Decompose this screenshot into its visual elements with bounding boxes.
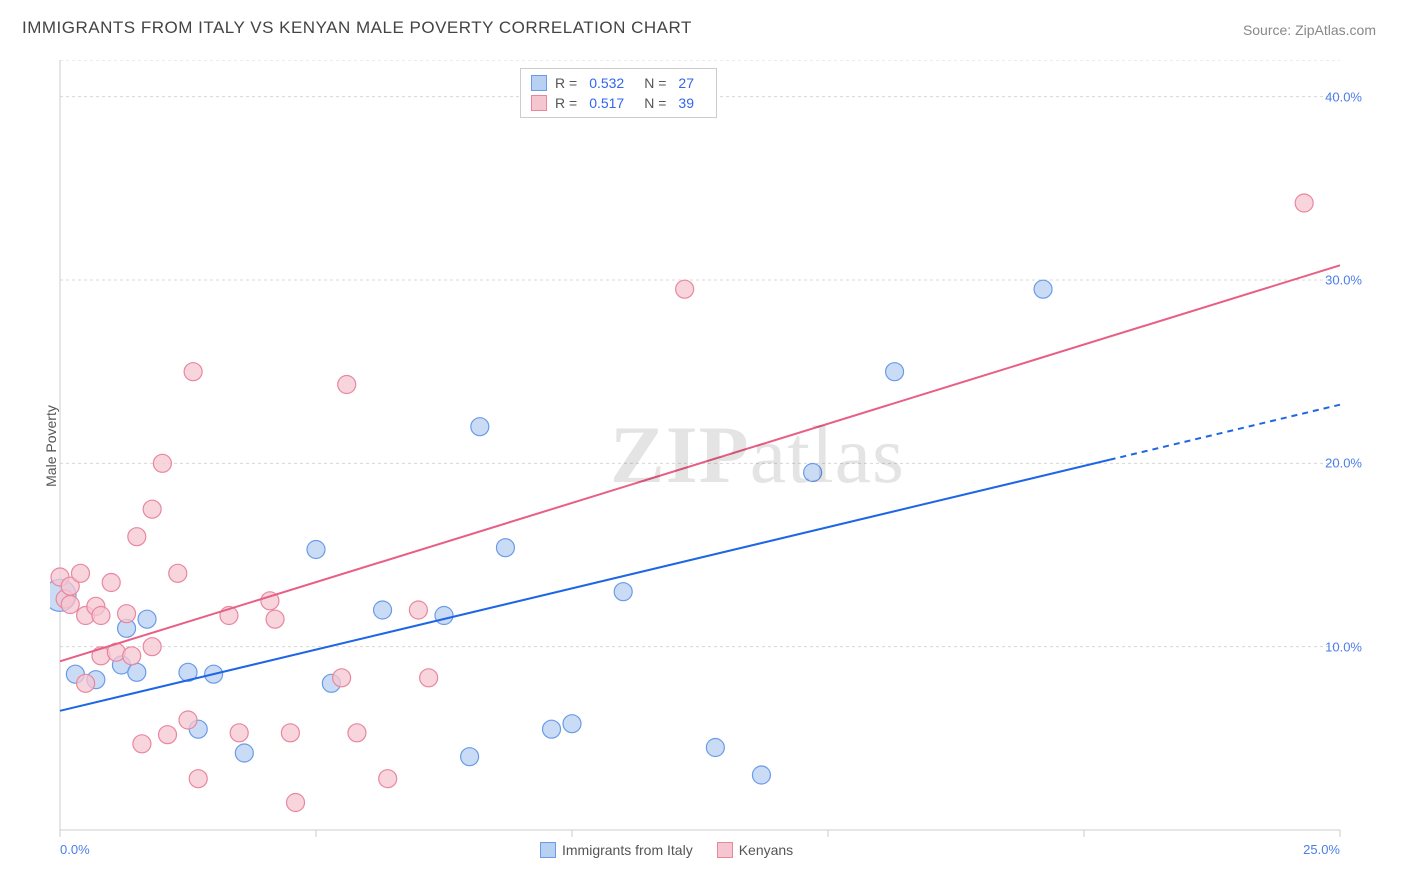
swatch-kenyan [531, 95, 547, 111]
source-name: ZipAtlas.com [1295, 22, 1376, 38]
x-tick-label: 0.0% [60, 842, 90, 857]
source-attribution: Source: ZipAtlas.com [1243, 22, 1376, 38]
swatch-italy [540, 842, 556, 858]
y-tick-label: 20.0% [1325, 456, 1362, 471]
n-label: N = [644, 75, 666, 91]
chart-area: ZIPatlas R = 0.532 N = 27 R = 0.517 N = … [50, 60, 1370, 830]
n-value-kenyan: 39 [678, 95, 694, 111]
n-label: N = [644, 95, 666, 111]
source-prefix: Source: [1243, 22, 1295, 38]
y-tick-label: 10.0% [1325, 639, 1362, 654]
y-tick-label: 30.0% [1325, 273, 1362, 288]
legend-item-italy: Immigrants from Italy [540, 842, 693, 858]
r-label: R = [555, 95, 577, 111]
r-value-italy: 0.532 [589, 75, 624, 91]
legend-row-kenyan: R = 0.517 N = 39 [531, 93, 706, 113]
x-tick-label: 25.0% [1303, 842, 1340, 857]
n-value-italy: 27 [678, 75, 694, 91]
legend-row-italy: R = 0.532 N = 27 [531, 73, 706, 93]
legend-item-kenyan: Kenyans [717, 842, 793, 858]
swatch-italy [531, 75, 547, 91]
legend-label-kenyan: Kenyans [739, 842, 793, 858]
legend-label-italy: Immigrants from Italy [562, 842, 693, 858]
chart-title: IMMIGRANTS FROM ITALY VS KENYAN MALE POV… [22, 18, 692, 38]
series-legend: Immigrants from Italy Kenyans [540, 842, 793, 858]
swatch-kenyan [717, 842, 733, 858]
y-tick-label: 40.0% [1325, 89, 1362, 104]
r-value-kenyan: 0.517 [589, 95, 624, 111]
plot-svg [50, 60, 1370, 875]
correlation-legend: R = 0.532 N = 27 R = 0.517 N = 39 [520, 68, 717, 118]
r-label: R = [555, 75, 577, 91]
